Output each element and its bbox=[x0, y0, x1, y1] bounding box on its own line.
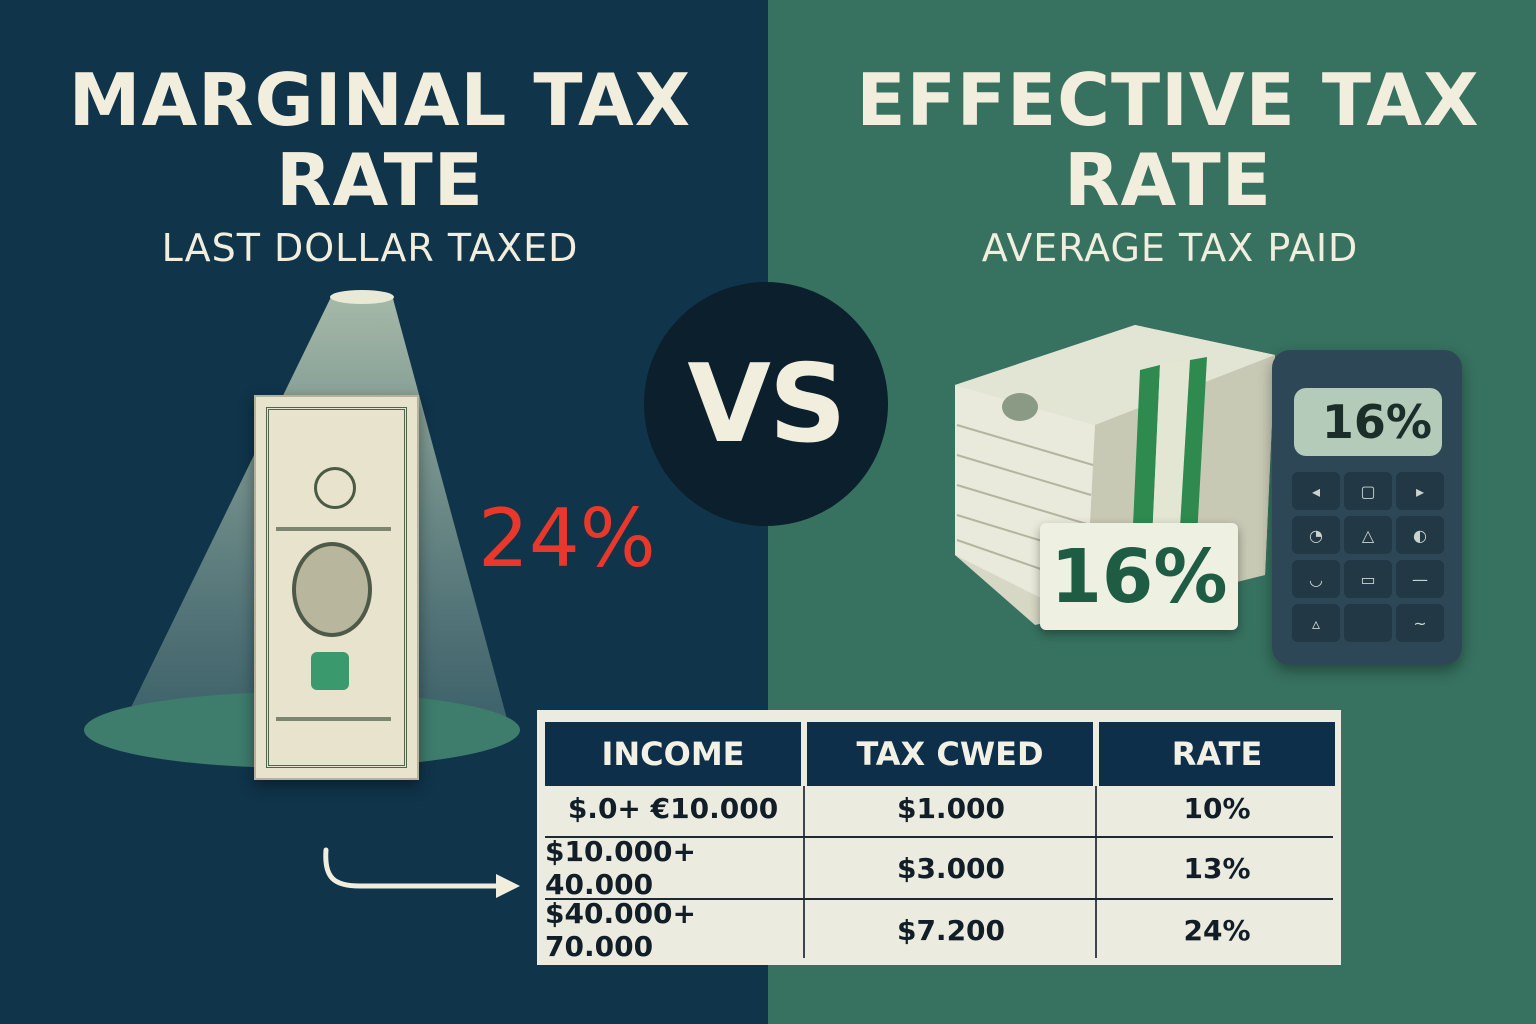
marginal-rate-value: 24% bbox=[478, 492, 656, 585]
table-row: $10.000+ 40.000 $3.000 13% bbox=[545, 835, 1333, 901]
calculator-key: △ bbox=[1344, 516, 1392, 554]
calculator-key: — bbox=[1396, 560, 1444, 598]
vs-text: VS bbox=[687, 341, 846, 467]
bill-engraving-line bbox=[276, 527, 391, 531]
rate-cell: 13% bbox=[1183, 851, 1251, 885]
row-divider bbox=[545, 836, 1333, 838]
column-divider bbox=[1095, 786, 1097, 958]
column-divider bbox=[803, 786, 805, 958]
calculator-key: ◡ bbox=[1292, 560, 1340, 598]
row-divider bbox=[545, 898, 1333, 900]
income-cell: $.0+ €10.000 bbox=[567, 791, 779, 825]
bill-seal bbox=[314, 467, 356, 509]
bill-border bbox=[266, 407, 407, 768]
marginal-title: MARGINAL TAX RATE bbox=[68, 58, 692, 222]
calculator-key: ◔ bbox=[1292, 516, 1340, 554]
income-cell: $10.000+ 40.000 bbox=[545, 835, 696, 901]
column-header-rate: RATE bbox=[1099, 722, 1335, 786]
table-row: $40.000+ 70.000 $7.200 24% bbox=[545, 897, 1333, 963]
calculator-key: ▸ bbox=[1396, 472, 1444, 510]
tax-bracket-table: INCOME TAX CWED RATE $.0+ €10.000 $1.000… bbox=[537, 710, 1341, 965]
column-header-income: INCOME bbox=[545, 722, 801, 786]
arrow-right-icon bbox=[323, 847, 520, 898]
calculator-display-value: 16% bbox=[1321, 395, 1432, 449]
effective-rate-label: 16% bbox=[1040, 523, 1238, 630]
vs-badge: VS bbox=[644, 282, 888, 526]
income-cell: $40.000+ 70.000 bbox=[545, 897, 696, 963]
effective-rate-value: 16% bbox=[1050, 533, 1228, 620]
calculator-icon: 16% ◂ ▢ ▸ ◔ △ ◐ ◡ ▭ — ▵ ~ bbox=[1272, 350, 1462, 665]
effective-title: EFFECTIVE TAX RATE bbox=[856, 58, 1480, 222]
calculator-key: ~ bbox=[1396, 604, 1444, 642]
dollar-bill-icon bbox=[254, 395, 419, 780]
rate-cell: 24% bbox=[1183, 913, 1251, 947]
column-header-tax-owed: TAX CWED bbox=[807, 722, 1093, 786]
rate-cell: 10% bbox=[1183, 791, 1251, 825]
bill-engraving-line bbox=[276, 717, 391, 721]
calculator-display: 16% bbox=[1294, 388, 1442, 456]
calculator-key: ▢ bbox=[1344, 472, 1392, 510]
calculator-key: ◐ bbox=[1396, 516, 1444, 554]
table-row: $.0+ €10.000 $1.000 10% bbox=[545, 778, 1333, 838]
calculator-key: ▵ bbox=[1292, 604, 1340, 642]
calculator-key: ▭ bbox=[1344, 560, 1392, 598]
bill-green-seal bbox=[311, 652, 349, 690]
effective-subtitle: AVERAGE TAX PAID bbox=[981, 226, 1359, 270]
tax-owed-cell: $3.000 bbox=[896, 851, 1006, 885]
bill-portrait bbox=[292, 542, 372, 637]
calculator-key bbox=[1344, 604, 1392, 642]
calculator-key: ◂ bbox=[1292, 472, 1340, 510]
marginal-subtitle: LAST DOLLAR TAXED bbox=[161, 226, 579, 270]
tax-owed-cell: $7.200 bbox=[896, 913, 1006, 947]
tax-owed-cell: $1.000 bbox=[896, 791, 1006, 825]
